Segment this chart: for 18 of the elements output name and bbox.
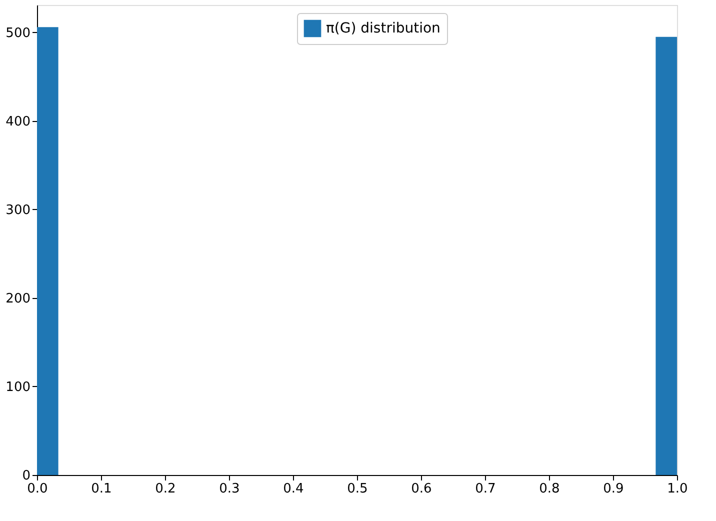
x-tick-label: 0.3	[219, 482, 240, 496]
x-tick-label: 0.4	[283, 482, 304, 496]
x-tick-label: 0.1	[91, 482, 112, 496]
x-tick-label: 1.0	[667, 482, 688, 496]
y-tick-label: 500	[6, 26, 30, 41]
x-tick-label: 0.7	[475, 482, 496, 496]
x-tick-label: 0.5	[347, 482, 368, 496]
y-tick-label: 400	[6, 114, 30, 130]
y-tick-label: 0	[22, 468, 30, 484]
y-tick-label: 100	[6, 380, 30, 395]
x-tick-label: 0.6	[411, 482, 432, 496]
x-tick-label: 0.0	[27, 482, 48, 496]
y-tick-label: 200	[6, 291, 30, 306]
x-tick-label: 0.2	[155, 482, 176, 496]
y-tick-label: 300	[6, 202, 30, 218]
legend-label: π(G) distribution	[326, 20, 440, 36]
x-tick-label: 0.9	[603, 482, 624, 496]
x-tick-label: 0.8	[539, 482, 560, 496]
